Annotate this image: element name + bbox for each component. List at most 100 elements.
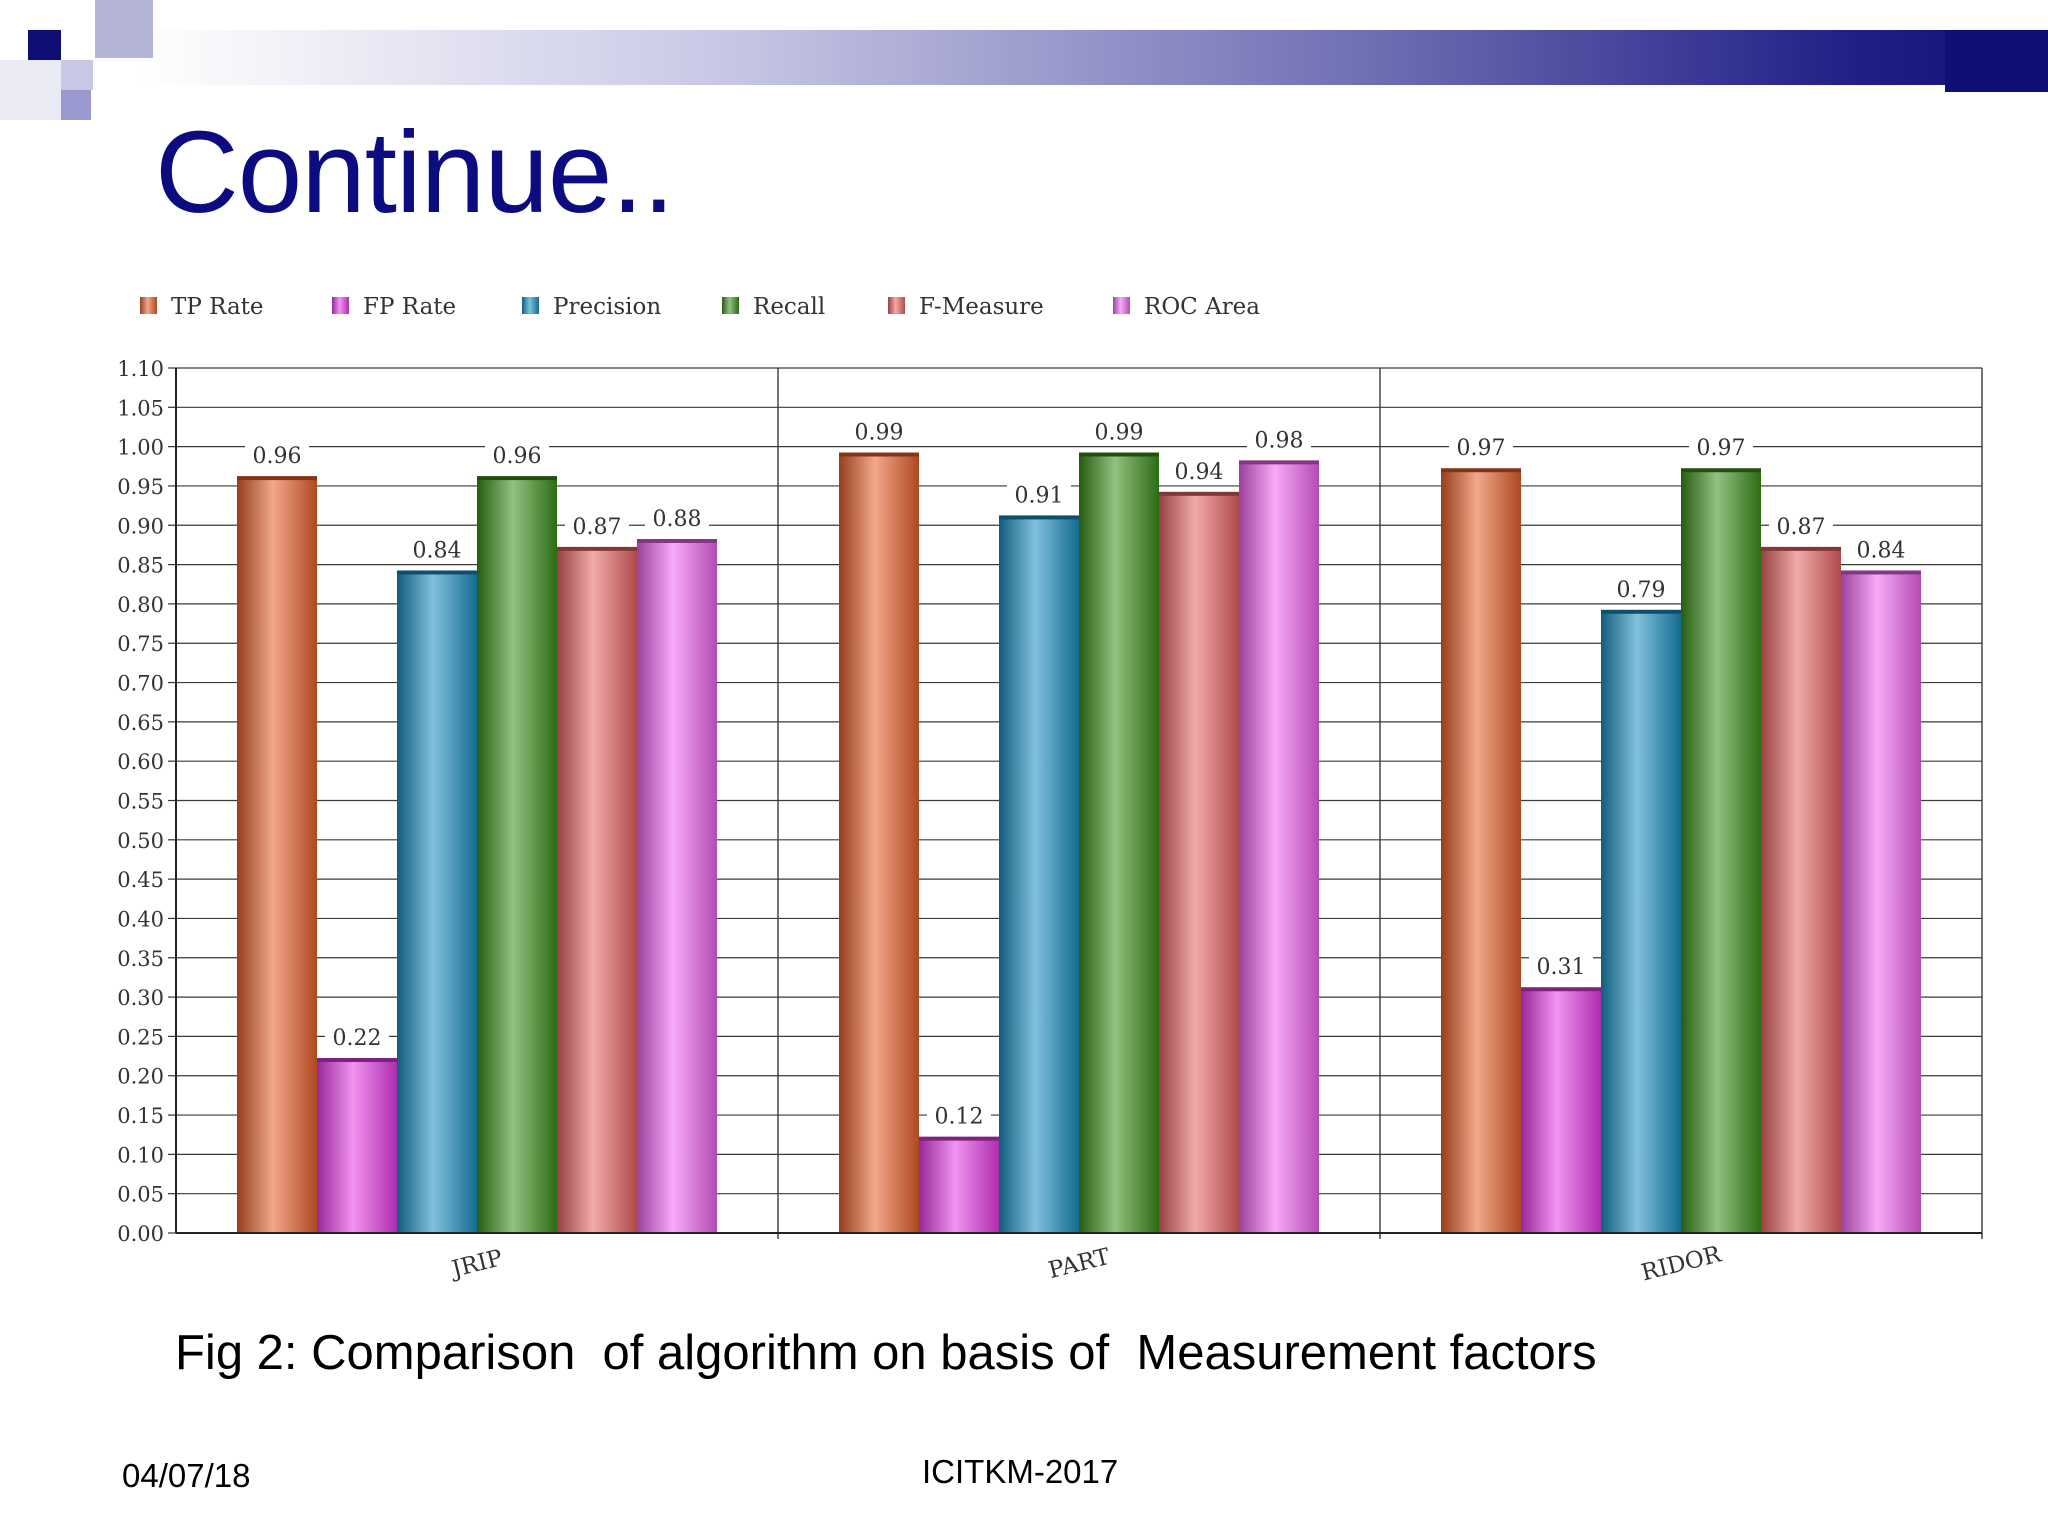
bar-part-1 bbox=[919, 1138, 999, 1233]
data-label: 0.12 bbox=[935, 1105, 984, 1130]
bar-ridor-3 bbox=[1681, 470, 1761, 1233]
data-label: 0.88 bbox=[653, 507, 702, 532]
data-label-bg bbox=[1449, 432, 1513, 461]
chart-legend: TP Rate FP Rate Precision Recall F-Measure RO… bbox=[140, 294, 1260, 320]
bar-cap bbox=[237, 476, 317, 481]
bar-cap bbox=[1681, 468, 1761, 473]
data-label-bg bbox=[1689, 432, 1753, 461]
data-label-bg bbox=[1529, 951, 1593, 980]
bar-cap bbox=[839, 452, 919, 457]
legend-label-4: F-Measure bbox=[919, 294, 1044, 320]
chart-bars bbox=[237, 452, 1921, 1233]
data-label: 0.87 bbox=[573, 515, 622, 540]
bar-ridor-0 bbox=[1441, 470, 1521, 1233]
data-label-bg bbox=[1609, 573, 1673, 602]
bar-cap bbox=[317, 1058, 397, 1062]
y-tick-label: 0.55 bbox=[117, 790, 164, 814]
data-label: 0.22 bbox=[333, 1026, 382, 1051]
bar-part-4 bbox=[1159, 493, 1239, 1233]
data-label: 0.99 bbox=[1095, 421, 1144, 446]
legend-swatch-0 bbox=[140, 297, 157, 314]
data-label: 0.97 bbox=[1697, 436, 1746, 461]
bar-cap bbox=[1239, 460, 1319, 465]
legend-swatch-3 bbox=[722, 297, 739, 314]
y-tick-label: 0.90 bbox=[117, 514, 164, 538]
legend-swatch-2 bbox=[522, 297, 539, 314]
decor-square-mid bbox=[61, 60, 93, 90]
legend-swatch-4 bbox=[888, 297, 905, 314]
y-tick-label: 0.40 bbox=[117, 907, 164, 931]
bar-jrip-0 bbox=[237, 478, 317, 1233]
data-label-bg bbox=[245, 440, 309, 469]
slide-title: Continue.. bbox=[155, 107, 675, 237]
y-tick-label: 0.75 bbox=[117, 632, 164, 656]
y-tick-label: 0.35 bbox=[117, 947, 164, 971]
data-label: 0.84 bbox=[1857, 538, 1906, 563]
legend-label-0: TP Rate bbox=[171, 294, 264, 320]
data-label: 0.98 bbox=[1255, 428, 1304, 453]
bar-cap bbox=[919, 1136, 999, 1141]
bar-jrip-5 bbox=[637, 541, 717, 1233]
data-label: 0.79 bbox=[1617, 578, 1666, 603]
data-label-bg bbox=[645, 503, 709, 531]
y-tick-label: 0.05 bbox=[117, 1183, 164, 1207]
data-label-bg bbox=[1007, 479, 1071, 508]
y-tick-label: 0.50 bbox=[117, 829, 164, 853]
data-label-bg bbox=[325, 1022, 389, 1050]
legend-label-1: FP Rate bbox=[363, 294, 456, 320]
y-tick-label: 0.70 bbox=[117, 672, 164, 696]
bar-jrip-3 bbox=[477, 478, 557, 1233]
data-label-bg bbox=[1167, 455, 1231, 484]
data-label: 0.87 bbox=[1777, 515, 1826, 540]
x-category-label: PART bbox=[1046, 1244, 1113, 1284]
data-label: 0.94 bbox=[1175, 460, 1224, 485]
figure-caption: Fig 2: Comparison of algorithm on basis … bbox=[175, 1326, 1597, 1380]
data-label: 0.84 bbox=[413, 538, 462, 563]
bar-cap bbox=[1601, 609, 1681, 614]
bar-ridor-1 bbox=[1521, 989, 1601, 1233]
data-label-bg bbox=[927, 1100, 991, 1129]
bar-cap bbox=[637, 539, 717, 543]
header-gradient-band bbox=[140, 30, 2048, 85]
bar-jrip-4 bbox=[557, 548, 637, 1233]
bar-cap bbox=[1159, 491, 1239, 496]
data-label-bg bbox=[405, 534, 469, 563]
y-tick-label: 0.80 bbox=[117, 593, 164, 617]
y-tick-label: 0.65 bbox=[117, 711, 164, 735]
data-label-bg bbox=[565, 510, 629, 539]
decor-square-dark bbox=[28, 30, 61, 63]
data-label-bg bbox=[847, 416, 911, 445]
data-label: 0.31 bbox=[1537, 955, 1586, 980]
x-category-label: RIDOR bbox=[1639, 1241, 1725, 1286]
bar-ridor-5 bbox=[1841, 572, 1921, 1233]
data-label: 0.91 bbox=[1015, 483, 1064, 508]
bar-chart: TP Rate FP Rate Precision Recall F-Measure RO… bbox=[117, 294, 1983, 1286]
header-band-end bbox=[1945, 30, 2048, 92]
y-tick-label: 0.45 bbox=[117, 868, 164, 892]
data-label-bg bbox=[1247, 424, 1311, 453]
footer-date: 04/07/18 bbox=[122, 1457, 251, 1494]
y-tick-label: 1.10 bbox=[117, 357, 164, 381]
data-label: 0.96 bbox=[253, 444, 302, 469]
decor-square-light bbox=[95, 0, 153, 58]
data-label: 0.97 bbox=[1457, 436, 1506, 461]
legend-label-3: Recall bbox=[753, 294, 825, 320]
y-tick-label: 0.10 bbox=[117, 1143, 164, 1167]
data-label-bg bbox=[485, 440, 549, 469]
bar-cap bbox=[397, 570, 477, 575]
bar-cap bbox=[1521, 987, 1601, 992]
bar-cap bbox=[1841, 570, 1921, 575]
bar-cap bbox=[477, 476, 557, 481]
decor-square-faint bbox=[0, 60, 61, 120]
data-label-bg bbox=[1849, 534, 1913, 563]
bar-part-2 bbox=[999, 517, 1079, 1233]
bar-cap bbox=[557, 546, 637, 551]
data-label: 0.99 bbox=[855, 421, 904, 446]
bar-jrip-1 bbox=[317, 1060, 397, 1233]
data-label-bg bbox=[1087, 416, 1151, 445]
bar-part-3 bbox=[1079, 454, 1159, 1233]
data-label: 0.96 bbox=[493, 444, 542, 469]
x-category-label: JRIP bbox=[447, 1245, 505, 1283]
bar-cap bbox=[1079, 452, 1159, 457]
bar-part-5 bbox=[1239, 462, 1319, 1233]
